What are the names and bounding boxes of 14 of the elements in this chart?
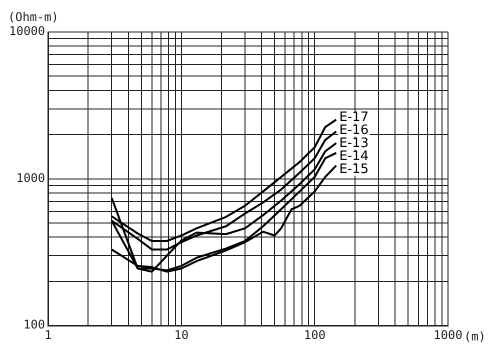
series-label: E-16: [339, 122, 369, 138]
series-label: E-15: [339, 162, 369, 177]
x-tick-label: 1000: [434, 328, 462, 342]
y-axis-title: (Ohm-m): [8, 10, 59, 24]
x-axis-title: (m): [464, 330, 486, 344]
y-tick-label: 10000: [9, 24, 46, 38]
x-tick-label: 10: [174, 328, 189, 342]
y-tick-label: 100: [23, 318, 46, 332]
series-label: E-17: [339, 110, 369, 125]
series-label: E-14: [339, 148, 369, 164]
x-tick-label: 100: [304, 328, 326, 342]
y-tick-label: 1000: [16, 170, 46, 185]
series-label: E-13: [339, 136, 369, 151]
x-tick-label: 1: [44, 328, 52, 342]
